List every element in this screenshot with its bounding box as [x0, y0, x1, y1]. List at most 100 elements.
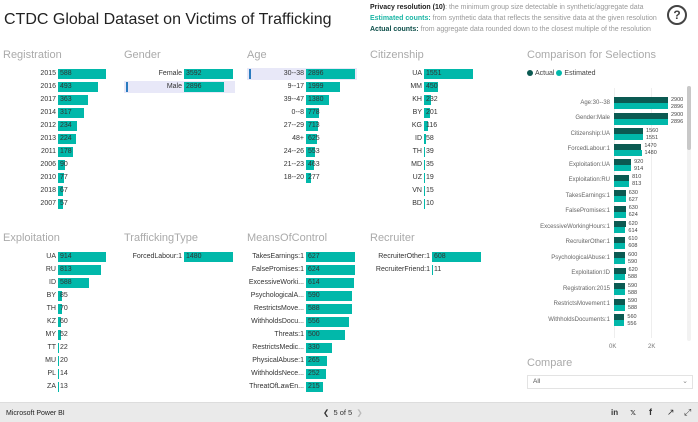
exploitation-row[interactable]: MU 20: [3, 355, 108, 367]
registration-row[interactable]: 2006 90: [3, 159, 108, 171]
bar[interactable]: [306, 134, 317, 144]
recruiter-row[interactable]: RecruiterOther:1 608: [370, 251, 483, 263]
meansofcontrol-row[interactable]: WithholdsDocu... 556: [247, 316, 357, 328]
bar[interactable]: [58, 278, 89, 288]
citizenship-row[interactable]: KG 116: [370, 120, 475, 132]
bar[interactable]: [306, 304, 352, 314]
actual-bar[interactable]: [614, 267, 626, 274]
bar[interactable]: [306, 278, 354, 288]
bar[interactable]: [58, 95, 88, 105]
bar[interactable]: [424, 147, 426, 157]
bar[interactable]: [58, 69, 106, 79]
age-row[interactable]: 30--38 2896: [247, 68, 357, 80]
meansofcontrol-row[interactable]: ThreatOfLawEn... 215: [247, 381, 357, 393]
exploitation-row[interactable]: BY 85: [3, 290, 108, 302]
compare-dropdown[interactable]: All ⌄: [527, 375, 693, 389]
exploitation-row[interactable]: TT 22: [3, 342, 108, 354]
citizenship-row[interactable]: UZ 19: [370, 172, 475, 184]
share-icon[interactable]: ↗: [667, 407, 675, 417]
bar[interactable]: [58, 343, 60, 353]
bar[interactable]: [424, 69, 473, 79]
exploitation-row[interactable]: TH 70: [3, 303, 108, 315]
bar[interactable]: [432, 265, 433, 275]
bar[interactable]: [306, 330, 346, 340]
bar[interactable]: [58, 82, 99, 92]
estimated-bar[interactable]: [614, 118, 668, 125]
actual-bar[interactable]: [614, 112, 668, 119]
bar[interactable]: [58, 369, 59, 379]
meansofcontrol-row[interactable]: PsychologicalA... 590: [247, 290, 357, 302]
citizenship-row[interactable]: UA 1551: [370, 68, 475, 80]
bar[interactable]: [306, 82, 340, 92]
bar[interactable]: [184, 252, 233, 262]
bar[interactable]: [306, 69, 355, 79]
actual-bar[interactable]: [614, 205, 626, 212]
expand-icon[interactable]: ⤢: [684, 407, 692, 417]
registration-row[interactable]: 2013 224: [3, 133, 108, 145]
estimated-bar[interactable]: [614, 320, 625, 326]
registration-row[interactable]: 2010 77: [3, 172, 108, 184]
bar[interactable]: [424, 95, 432, 105]
bar[interactable]: [58, 356, 60, 366]
bar[interactable]: [306, 121, 319, 131]
bar[interactable]: [306, 291, 353, 301]
bar[interactable]: [58, 330, 61, 340]
registration-row[interactable]: 2017 363: [3, 94, 108, 106]
bar[interactable]: [306, 160, 314, 170]
actual-bar[interactable]: [614, 174, 630, 181]
bar[interactable]: [58, 317, 62, 327]
estimated-bar[interactable]: [614, 196, 626, 202]
actual-bar[interactable]: [614, 283, 625, 289]
bar[interactable]: [58, 147, 73, 157]
age-row[interactable]: 24--26 553: [247, 146, 357, 158]
estimated-bar[interactable]: [614, 149, 642, 156]
bar[interactable]: [306, 343, 332, 353]
bar[interactable]: [306, 252, 355, 262]
bar[interactable]: [58, 121, 78, 131]
prev-page-button[interactable]: ❮: [323, 408, 334, 417]
age-row[interactable]: 9--17 1999: [247, 81, 357, 93]
estimated-bar[interactable]: [614, 227, 626, 233]
citizenship-row[interactable]: MD 35: [370, 159, 475, 171]
registration-row[interactable]: 2018 67: [3, 185, 108, 197]
bar[interactable]: [306, 356, 327, 366]
bar[interactable]: [424, 199, 425, 209]
bar[interactable]: [306, 265, 355, 275]
exploitation-row[interactable]: ZA 13: [3, 381, 108, 393]
question-circle-icon[interactable]: ?: [667, 5, 687, 25]
meansofcontrol-row[interactable]: RestrictsMedic... 330: [247, 342, 357, 354]
age-row[interactable]: 21--23 463: [247, 159, 357, 171]
bar[interactable]: [58, 186, 64, 196]
traffickingtype-row[interactable]: ForcedLabour:1 1480: [124, 251, 235, 263]
linkedin-icon[interactable]: in: [611, 408, 619, 417]
exploitation-row[interactable]: UA 914: [3, 251, 108, 263]
actual-bar[interactable]: [614, 314, 625, 320]
actual-bar[interactable]: [614, 190, 626, 196]
exploitation-row[interactable]: MY 52: [3, 329, 108, 341]
registration-row[interactable]: 2007 57: [3, 198, 108, 210]
actual-bar[interactable]: [614, 221, 626, 227]
exploitation-row[interactable]: RU 813: [3, 264, 108, 276]
exploitation-row[interactable]: ID 588: [3, 277, 108, 289]
bar[interactable]: [424, 173, 425, 183]
age-row[interactable]: 18--20 277: [247, 172, 357, 184]
estimated-bar[interactable]: [614, 134, 643, 140]
legend-actual[interactable]: Actual: [527, 70, 554, 77]
estimated-bar[interactable]: [614, 258, 625, 264]
citizenship-row[interactable]: BD 10: [370, 198, 475, 210]
registration-row[interactable]: 2011 178: [3, 146, 108, 158]
bar[interactable]: [424, 121, 428, 131]
estimated-bar[interactable]: [614, 180, 630, 187]
next-page-button[interactable]: ❯: [352, 408, 363, 417]
legend-estimated[interactable]: Estimated: [556, 70, 596, 77]
actual-bar[interactable]: [614, 252, 626, 258]
actual-bar[interactable]: [614, 236, 626, 243]
scrollbar-thumb[interactable]: [687, 86, 691, 150]
bar[interactable]: [306, 147, 316, 157]
actual-bar[interactable]: [614, 128, 644, 134]
registration-row[interactable]: 2012 234: [3, 120, 108, 132]
exploitation-row[interactable]: KZ 60: [3, 316, 108, 328]
facebook-icon[interactable]: f: [649, 407, 652, 417]
bar[interactable]: [58, 265, 101, 275]
bar[interactable]: [58, 173, 65, 183]
